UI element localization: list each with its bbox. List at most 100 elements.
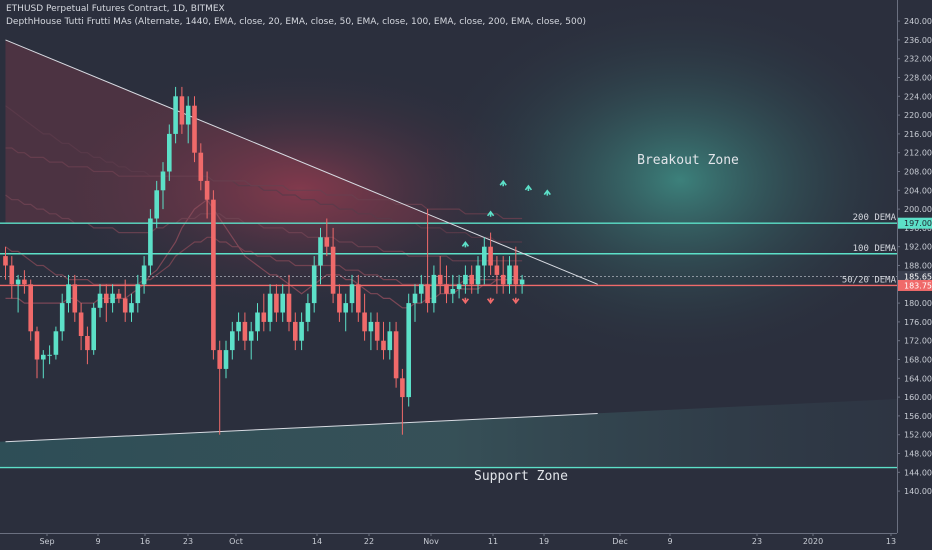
- candle: [104, 284, 109, 322]
- candle: [362, 293, 367, 341]
- up-arrow-icon: [543, 189, 551, 196]
- candle-body: [286, 293, 292, 322]
- level-label-50-20-dema: 50/20 DEMA: [842, 275, 897, 285]
- candle-layer: [3, 86, 525, 435]
- candle: [337, 284, 342, 322]
- candle-body: [242, 321, 248, 341]
- candle: [469, 265, 474, 294]
- price-tick-label: 192.00: [904, 243, 932, 252]
- candle: [167, 124, 172, 181]
- price-tick-label: 200.00: [904, 205, 932, 214]
- breakout-zone-label: Breakout Zone: [637, 153, 739, 168]
- candle: [425, 209, 430, 313]
- time-tick-label: 14: [312, 537, 322, 546]
- candle-body: [211, 199, 216, 351]
- candle: [494, 256, 500, 294]
- candle: [444, 265, 449, 304]
- time-tick-label: Dec: [612, 537, 627, 546]
- candle-body: [53, 331, 59, 355]
- candle: [356, 274, 361, 322]
- candle-body: [141, 265, 147, 285]
- candle-body: [97, 293, 103, 308]
- candle-body: [280, 293, 285, 313]
- price-tick-label: 224.00: [904, 92, 932, 101]
- up-arrow-icon: [499, 179, 507, 187]
- candle: [135, 274, 141, 313]
- candle-body: [494, 265, 500, 275]
- candle-body: [110, 293, 115, 304]
- candle-body: [167, 133, 172, 172]
- candle: [41, 350, 46, 379]
- candle-body: [368, 321, 374, 332]
- candle: [154, 180, 159, 228]
- time-tick-label: 19: [539, 537, 549, 546]
- candle-body: [129, 303, 134, 313]
- candle: [204, 171, 210, 219]
- candle: [141, 256, 147, 294]
- up-arrow-icon: [524, 184, 533, 191]
- candle: [59, 293, 65, 341]
- candle-body: [198, 152, 204, 181]
- price-tick-label: 212.00: [904, 149, 932, 158]
- candle-body: [387, 331, 393, 351]
- time-tick-label: 11: [488, 537, 498, 546]
- candle: [431, 265, 437, 313]
- price-tag-50-20-dema: 183.75: [904, 281, 932, 290]
- down-arrow-icon: [486, 297, 495, 305]
- level-label-200-dema: 200 DEMA: [853, 213, 897, 223]
- candle-body: [488, 246, 493, 266]
- candle: [488, 232, 493, 275]
- ma-line: [5, 147, 523, 220]
- candle: [148, 209, 153, 275]
- candle: [34, 326, 40, 379]
- support-zone-label: Support Zone: [474, 469, 568, 484]
- candle-body: [469, 274, 474, 285]
- candle: [185, 96, 191, 144]
- candle-body: [324, 237, 330, 247]
- candle-body: [173, 96, 178, 134]
- candle: [22, 270, 27, 294]
- candle: [97, 284, 103, 318]
- candle-body: [236, 321, 241, 332]
- candle: [129, 293, 134, 322]
- candle-body: [59, 303, 65, 332]
- time-tick-label: 16: [140, 537, 150, 546]
- candle: [72, 274, 78, 322]
- candle-body: [393, 331, 399, 379]
- candle-body: [85, 336, 90, 351]
- price-tick-label: 216.00: [904, 130, 932, 139]
- candle: [343, 293, 348, 332]
- candle-body: [437, 274, 443, 285]
- level-label-100-dema: 100 DEMA: [853, 244, 897, 254]
- candle: [374, 312, 380, 351]
- candle-body: [343, 303, 348, 313]
- trendline: [5, 413, 598, 443]
- candle-body: [192, 105, 197, 153]
- candle-body: [400, 378, 405, 398]
- time-tick-label: 23: [183, 537, 193, 546]
- candle-body: [135, 284, 141, 304]
- candle-body: [500, 274, 506, 285]
- candle: [236, 312, 241, 341]
- candle-body: [299, 321, 304, 341]
- candle: [47, 345, 52, 365]
- candle: [211, 190, 216, 360]
- candle: [248, 321, 254, 360]
- price-tick-label: 168.00: [904, 356, 932, 365]
- candle: [160, 162, 166, 210]
- candle-body: [47, 354, 52, 356]
- candle-body: [406, 303, 411, 398]
- candle: [400, 368, 405, 435]
- candle-body: [330, 246, 336, 294]
- down-arrow-icon: [461, 297, 470, 305]
- candle: [507, 256, 512, 294]
- candle-body: [311, 265, 317, 304]
- candle: [293, 312, 298, 351]
- time-tick-label: Oct: [229, 537, 243, 546]
- candle-body: [431, 274, 437, 304]
- ma-line: [5, 194, 523, 262]
- price-tick-label: 156.00: [904, 412, 932, 421]
- candle: [85, 326, 90, 365]
